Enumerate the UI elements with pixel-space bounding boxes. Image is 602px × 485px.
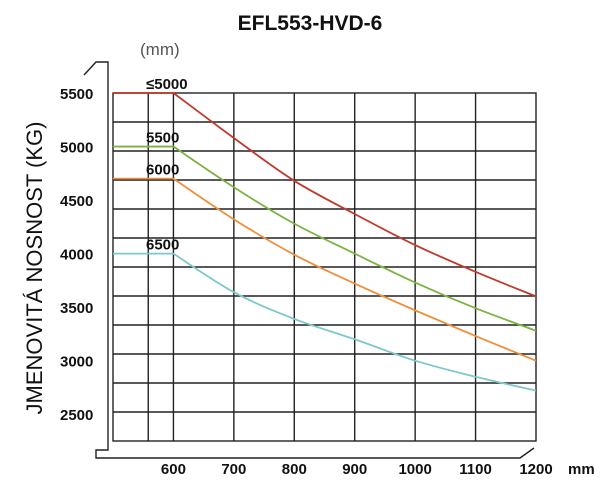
y-tick-label: 5000 [60, 140, 93, 157]
y-axis-label: JMENOVITÁ NOSNOST (KG) [22, 122, 47, 415]
series-labels: ≤5000 5500 6000 6500 [146, 76, 188, 254]
series-label: ≤5000 [146, 76, 188, 93]
y-tick-labels: 2500 3000 3500 4000 4500 5000 5500 [60, 86, 93, 424]
y-tick-label: 4500 [60, 193, 93, 210]
series-label: 6000 [146, 162, 179, 179]
y-tick-label: 5500 [60, 86, 93, 103]
y-tick-label: 3000 [60, 354, 93, 371]
series-label: 6500 [146, 237, 179, 254]
y-tick-label: 3500 [60, 300, 93, 317]
series-label: 5500 [146, 130, 179, 147]
x-tick-label: 1100 [459, 461, 492, 478]
axis-bracket [83, 61, 535, 459]
grid [112, 92, 537, 442]
y-tick-label: 4000 [60, 247, 93, 264]
x-tick-label: 700 [221, 461, 246, 478]
series-line-2 [113, 177, 537, 362]
x-tick-labels: 600 700 800 900 1000 1100 1200 [161, 461, 553, 478]
x-tick-label: 600 [161, 461, 186, 478]
series-lines [113, 92, 537, 392]
y-tick-label: 2500 [60, 407, 93, 424]
x-tick-label: 900 [342, 461, 367, 478]
x-tick-label: 1000 [398, 461, 431, 478]
x-axis-unit: mm [568, 461, 595, 478]
x-tick-label: 800 [282, 461, 307, 478]
legend-unit-label: (mm) [140, 40, 180, 59]
series-line-3 [113, 252, 537, 392]
series-line-0 [113, 92, 537, 298]
series-line-1 [113, 145, 537, 332]
x-tick-label: 1200 [519, 461, 552, 478]
chart-title: EFL553-HVD-6 [238, 12, 383, 35]
axis-bracket-line [83, 61, 535, 459]
